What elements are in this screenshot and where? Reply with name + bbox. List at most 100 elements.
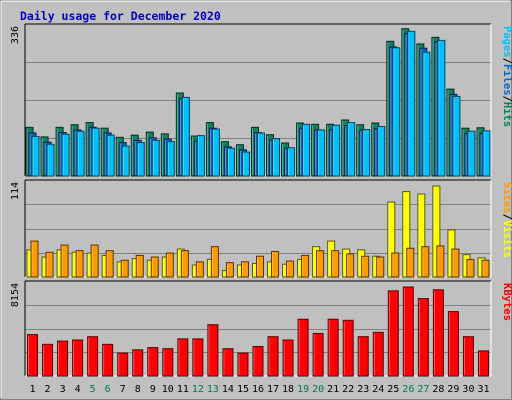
bar-kbytes-kbytes-5: [87, 336, 99, 377]
legend-part-visits-2: Visits: [501, 220, 512, 258]
bar-hits-pages-4: [76, 130, 85, 177]
x-tick-label-8: 8: [135, 384, 141, 395]
bar-kbytes-kbytes-14: [222, 348, 234, 377]
bar-visits-sites-20: [316, 250, 325, 278]
bar-kbytes-kbytes-19: [297, 318, 309, 377]
legend-part-hits-2: Files: [501, 64, 512, 96]
bar-visits-sites-18: [286, 260, 295, 278]
bar-hits-pages-22: [347, 122, 356, 177]
bar-kbytes-kbytes-17: [267, 336, 279, 377]
bar-visits-sites-14: [225, 262, 234, 278]
x-tick-label-20: 20: [312, 384, 324, 395]
bar-hits-pages-12: [196, 135, 205, 177]
x-axis-day-labels: 1 2 3 4 5 6 7 8 9 10 11 12 13 14 15 16 17 18 19 20 21 22 23 24 2…: [30, 384, 490, 395]
bar-visits-sites-5: [90, 244, 99, 278]
bar-kbytes-kbytes-29: [447, 311, 459, 377]
bar-kbytes-kbytes-12: [192, 338, 204, 377]
panel-legend-hits: Pages/Files/Hits: [501, 26, 512, 127]
bar-hits-pages-30: [467, 130, 476, 177]
x-tick-label-22: 22: [342, 384, 354, 395]
x-tick-label-10: 10: [162, 384, 174, 395]
bar-kbytes-kbytes-30: [462, 336, 474, 377]
panel-hits: 336 Pages/Files/Hits: [10, 23, 512, 177]
x-tick-label-30: 30: [462, 384, 474, 395]
bar-visits-sites-1: [30, 240, 39, 278]
x-tick-label-15: 15: [237, 384, 249, 395]
panel-legend-kbytes: KBytes: [501, 283, 512, 321]
bar-visits-sites-10: [165, 252, 174, 278]
x-tick-label-24: 24: [372, 384, 384, 395]
legend-part-hits-4: Hits: [501, 102, 512, 127]
bar-kbytes-kbytes-10: [162, 348, 174, 377]
bar-kbytes-kbytes-28: [432, 289, 444, 377]
bar-hits-pages-1: [31, 135, 40, 177]
bar-visits-sites-4: [75, 250, 84, 278]
bar-visits-sites-17: [271, 250, 280, 278]
x-tick-label-11: 11: [177, 384, 189, 395]
bar-hits-pages-16: [257, 132, 265, 177]
bar-kbytes-kbytes-8: [132, 349, 144, 377]
bar-visits-sites-16: [256, 255, 264, 278]
bar-hits-pages-21: [332, 124, 341, 177]
bar-hits-pages-29: [452, 95, 461, 177]
bar-hits-pages-13: [211, 128, 220, 177]
bar-visits-sites-24: [376, 256, 385, 278]
bar-kbytes-kbytes-18: [282, 339, 294, 377]
x-tick-label-9: 9: [150, 384, 156, 395]
bar-hits-pages-3: [61, 133, 70, 177]
bar-hits-pages-6: [106, 134, 115, 177]
bar-hits-pages-7: [121, 145, 130, 177]
bar-visits-sites-27: [421, 246, 430, 278]
bar-visits-sites-31: [481, 259, 490, 278]
x-tick-label-17: 17: [267, 384, 279, 395]
bar-kbytes-kbytes-3: [57, 340, 69, 377]
x-tick-label-25: 25: [387, 384, 399, 395]
bar-visits-sites-22: [346, 253, 355, 278]
bar-hits-pages-9: [151, 139, 160, 177]
bar-kbytes-kbytes-1: [27, 334, 39, 377]
bar-kbytes-kbytes-15: [237, 352, 249, 377]
x-tick-label-23: 23: [357, 384, 369, 395]
panel-max-label-hits: 336: [10, 26, 21, 44]
legend-part-hits-1: /: [501, 58, 512, 64]
bar-visits-sites-7: [120, 259, 129, 278]
bar-hits-pages-31: [482, 130, 491, 177]
bar-hits-pages-20: [317, 129, 326, 177]
x-tick-label-2: 2: [45, 384, 51, 395]
bar-visits-sites-9: [150, 256, 159, 278]
bar-kbytes-kbytes-22: [342, 319, 354, 377]
x-tick-label-16: 16: [252, 384, 264, 395]
x-tick-label-14: 14: [222, 384, 234, 395]
x-tick-label-21: 21: [327, 384, 339, 395]
x-tick-label-19: 19: [297, 384, 309, 395]
bar-kbytes-kbytes-11: [177, 338, 189, 377]
bar-visits-sites-6: [105, 250, 114, 278]
bar-kbytes-kbytes-9: [147, 347, 159, 377]
bar-hits-pages-28: [437, 39, 446, 177]
bar-visits-sites-25: [391, 252, 400, 278]
bar-hits-pages-15: [241, 151, 250, 177]
x-tick-label-26: 26: [402, 384, 414, 395]
bar-visits-sites-8: [135, 254, 144, 278]
bar-hits-pages-27: [422, 51, 431, 177]
bar-visits-sites-29: [451, 248, 460, 278]
legend-part-visits-1: /: [501, 214, 512, 220]
x-tick-label-18: 18: [282, 384, 294, 395]
legend-part-hits-3: /: [501, 96, 512, 102]
x-tick-label-7: 7: [120, 384, 126, 395]
panel-max-label-kbytes: 8154: [10, 283, 21, 307]
x-tick-label-3: 3: [60, 384, 66, 395]
panel-visits: 114 Sites/Visits: [10, 179, 512, 278]
x-tick-label-31: 31: [477, 384, 489, 395]
x-tick-label-1: 1: [30, 384, 36, 395]
bar-visits-sites-30: [466, 258, 475, 278]
bar-kbytes-kbytes-27: [417, 298, 429, 377]
bar-kbytes-kbytes-31: [477, 350, 489, 377]
bar-hits-pages-8: [136, 142, 145, 177]
x-tick-label-4: 4: [75, 384, 81, 395]
bar-kbytes-kbytes-24: [372, 331, 384, 377]
bar-hits-pages-18: [287, 147, 296, 177]
legend-part-kbytes-0: KBytes: [501, 283, 512, 321]
bar-hits-pages-10: [166, 141, 175, 177]
